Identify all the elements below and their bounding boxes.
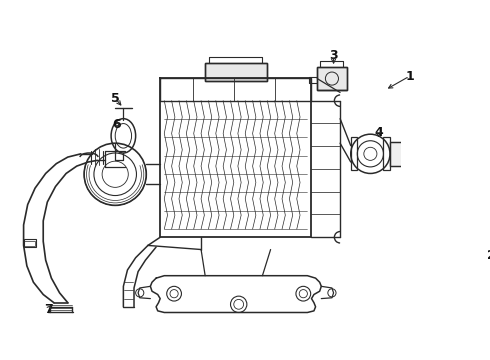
Bar — [205, 63, 267, 81]
Bar — [390, 141, 406, 166]
Text: 6: 6 — [113, 118, 121, 131]
Text: 5: 5 — [111, 92, 120, 105]
Bar — [317, 67, 346, 90]
Bar — [317, 67, 346, 90]
Bar — [24, 240, 35, 246]
Text: 4: 4 — [374, 126, 383, 139]
Bar — [351, 138, 357, 170]
Bar — [205, 63, 267, 81]
Text: 1: 1 — [405, 69, 414, 83]
Bar — [390, 141, 406, 166]
Text: 3: 3 — [329, 49, 338, 62]
Bar — [24, 239, 36, 247]
Bar — [384, 138, 390, 170]
Text: 2: 2 — [487, 249, 490, 262]
Text: 7: 7 — [44, 303, 52, 316]
